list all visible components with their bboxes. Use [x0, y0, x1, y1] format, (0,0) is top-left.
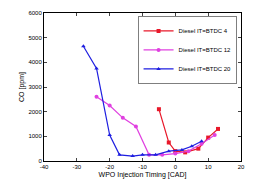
svg-text:3000: 3000: [28, 84, 42, 90]
svg-text:-20: -20: [105, 164, 114, 170]
svg-text:20: 20: [238, 164, 245, 170]
svg-text:4000: 4000: [28, 59, 42, 65]
svg-text:2000: 2000: [28, 109, 42, 115]
svg-text:Diesel IT=BTDC 20: Diesel IT=BTDC 20: [179, 66, 232, 72]
svg-text:6000: 6000: [28, 10, 42, 16]
svg-text:WPO Injection Timing [CAD]: WPO Injection Timing [CAD]: [99, 171, 187, 179]
svg-text:CO [ppm]: CO [ppm]: [18, 72, 26, 102]
svg-text:-30: -30: [72, 164, 81, 170]
svg-text:Diesel IT=BTDC 4: Diesel IT=BTDC 4: [179, 28, 228, 34]
svg-text:-10: -10: [138, 164, 147, 170]
svg-text:10: 10: [205, 164, 212, 170]
svg-text:0: 0: [174, 164, 178, 170]
svg-text:Diesel IT=BTDC 12: Diesel IT=BTDC 12: [179, 47, 232, 53]
svg-text:1000: 1000: [28, 133, 42, 139]
svg-text:-40: -40: [40, 164, 49, 170]
svg-text:5000: 5000: [28, 35, 42, 41]
svg-text:0: 0: [38, 158, 42, 164]
